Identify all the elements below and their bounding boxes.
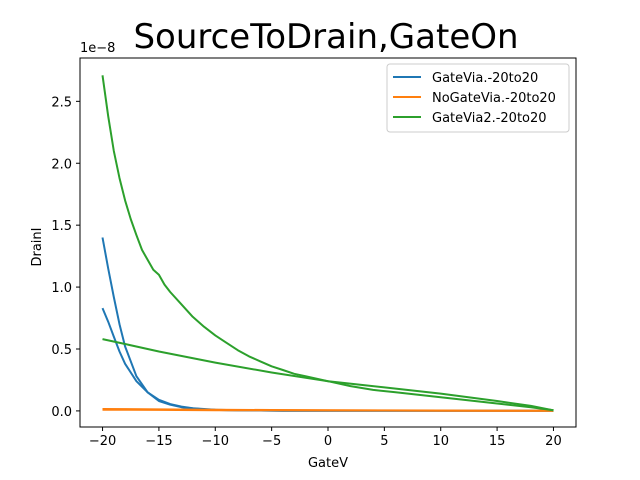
y-axis: 0.0 0.5 1.0 1.5 2.0 2.5 bbox=[51, 95, 80, 420]
x-tick-label: −10 bbox=[202, 434, 229, 449]
y-tick-label: 2.5 bbox=[51, 95, 72, 110]
y-tick-label: 1.0 bbox=[51, 281, 72, 296]
y-tick-label: 0.0 bbox=[51, 405, 72, 420]
y-tick-label: 2.0 bbox=[51, 157, 72, 172]
legend-label: GateVia.-20to20 bbox=[432, 71, 538, 86]
legend: GateVia.-20to20 NoGateVia.-20to20 GateVia2… bbox=[386, 63, 570, 133]
x-tick-label: 5 bbox=[380, 434, 388, 449]
chart-title: SourceToDrain,GateOn bbox=[133, 17, 518, 57]
legend-label: NoGateVia.-20to20 bbox=[432, 91, 556, 106]
y-axis-label: DrainI bbox=[30, 227, 45, 266]
y-tick-label: 0.5 bbox=[51, 343, 72, 358]
x-axis: −20 −15 −10 −5 0 5 10 15 20 bbox=[89, 427, 562, 449]
y-tick-label: 1.5 bbox=[51, 219, 72, 234]
x-tick-label: −20 bbox=[89, 434, 116, 449]
x-axis-label: GateV bbox=[308, 456, 348, 471]
x-tick-label: 15 bbox=[489, 434, 506, 449]
x-tick-label: −5 bbox=[262, 434, 281, 449]
x-tick-label: 0 bbox=[324, 434, 332, 449]
plot-area bbox=[101, 75, 554, 412]
x-tick-label: −15 bbox=[145, 434, 172, 449]
x-tick-label: 10 bbox=[432, 434, 449, 449]
series-line-2-sweep-2 bbox=[102, 408, 554, 412]
series-line-3-sweep-2 bbox=[102, 338, 554, 412]
series-line-3-sweep-1 bbox=[101, 75, 554, 412]
axes-frame bbox=[79, 57, 577, 428]
legend-label: GateVia2.-20to20 bbox=[432, 111, 547, 126]
legend-box bbox=[386, 63, 570, 133]
y-offset-label: 1e−8 bbox=[80, 41, 115, 56]
x-tick-label: 20 bbox=[545, 434, 562, 449]
